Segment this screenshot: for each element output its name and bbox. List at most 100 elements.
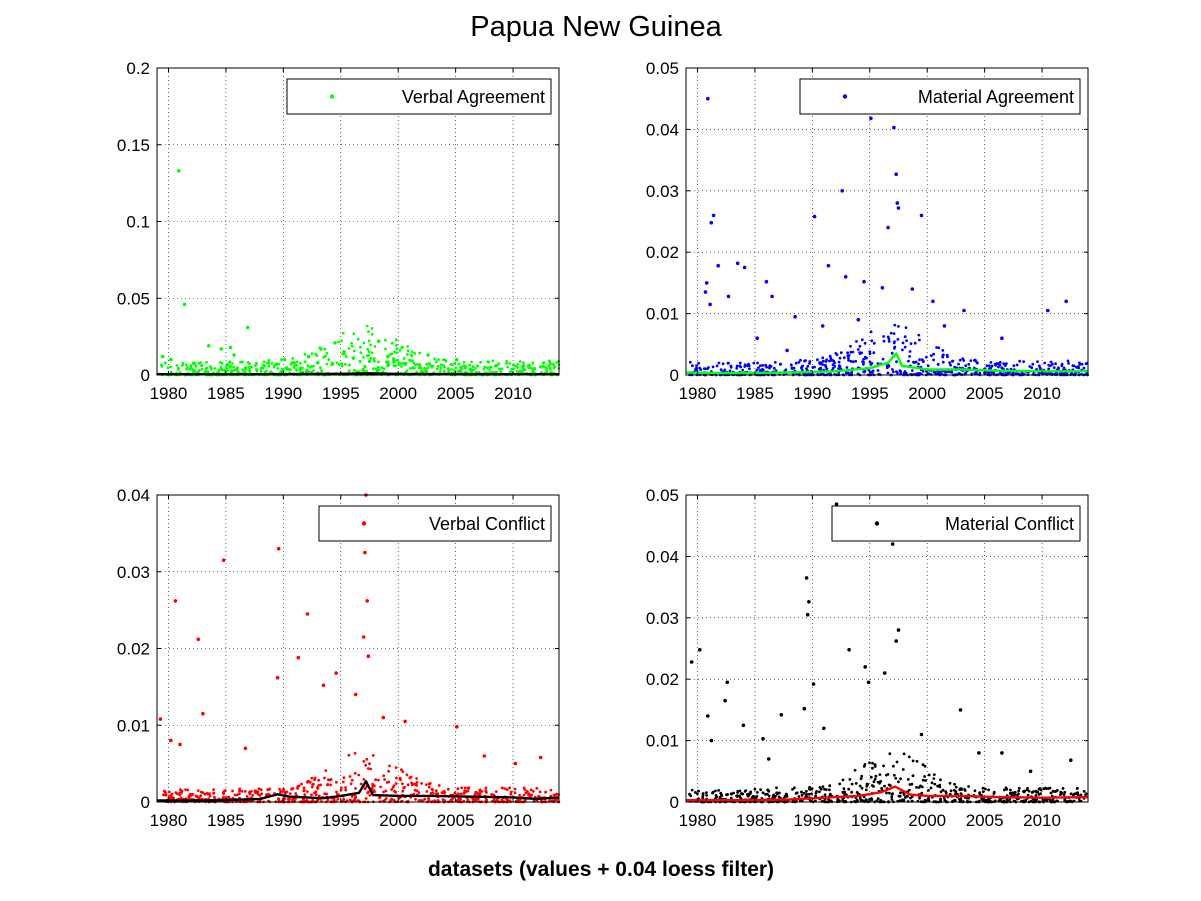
scatter-point xyxy=(184,363,188,367)
scatter-point xyxy=(279,790,283,794)
scatter-point xyxy=(175,792,179,796)
figure-title: Papua New Guinea xyxy=(470,11,722,43)
data-point xyxy=(770,294,774,299)
scatter-point xyxy=(213,795,216,799)
data-point xyxy=(455,357,459,362)
scatter-point xyxy=(753,796,757,800)
data-point xyxy=(169,738,173,743)
scatter-point xyxy=(406,349,410,353)
scatter-point xyxy=(277,797,280,801)
scatter-point xyxy=(746,794,750,798)
scatter-point xyxy=(870,339,874,343)
scatter-point xyxy=(259,366,263,370)
scatter-point xyxy=(441,798,445,801)
data-point xyxy=(931,299,935,304)
scatter-point xyxy=(918,338,921,342)
scatter-point xyxy=(978,371,982,375)
scatter-point xyxy=(416,363,420,366)
data-point xyxy=(723,698,727,703)
scatter-point xyxy=(225,366,229,370)
scatter-point xyxy=(828,792,832,796)
scatter-point xyxy=(972,366,976,370)
scatter-point xyxy=(306,364,310,368)
scatter-point xyxy=(901,798,904,802)
scatter-point xyxy=(1000,366,1004,370)
scatter-point xyxy=(516,366,519,369)
scatter-point xyxy=(533,366,536,370)
scatter-point xyxy=(545,367,548,371)
scatter-point xyxy=(1038,366,1042,370)
data-point xyxy=(342,350,347,354)
scatter-point xyxy=(355,370,358,373)
data-point xyxy=(742,265,747,270)
scatter-point xyxy=(388,764,391,768)
scatter-point xyxy=(549,788,553,792)
scatter-point xyxy=(837,360,841,364)
scatter-point xyxy=(319,366,322,370)
scatter-point xyxy=(513,791,517,795)
scatter-point xyxy=(864,788,868,792)
scatter-point xyxy=(415,777,418,780)
scatter-point xyxy=(828,359,831,363)
scatter-point xyxy=(368,793,372,797)
scatter-point xyxy=(1061,787,1065,790)
scatter-point xyxy=(327,358,331,361)
scatter-point xyxy=(190,367,194,371)
scatter-point xyxy=(738,361,742,365)
scatter-point xyxy=(886,335,890,339)
scatter-point xyxy=(313,776,317,780)
y-tick-label: 0.15 xyxy=(117,136,150,155)
scatter-point xyxy=(471,368,475,372)
scatter-point xyxy=(197,361,201,365)
x-tick-label: 2000 xyxy=(908,384,946,403)
scatter-point xyxy=(895,370,898,373)
legend-marker xyxy=(842,94,848,99)
scatter-point xyxy=(330,363,333,367)
scatter-point xyxy=(217,370,221,374)
data-point xyxy=(366,654,371,658)
y-tick-label: 0.01 xyxy=(117,716,150,735)
x-tick-label: 2010 xyxy=(494,384,532,403)
scatter-point xyxy=(382,790,385,794)
data-point xyxy=(779,713,784,717)
scatter-point xyxy=(895,360,898,364)
scatter-point xyxy=(459,368,462,372)
scatter-point xyxy=(386,360,390,363)
scatter-point xyxy=(163,361,167,365)
y-tick-label: 0.05 xyxy=(117,289,150,308)
figure-xlabel: datasets (values + 0.04 loess filter) xyxy=(428,858,774,881)
scatter-point xyxy=(288,797,291,801)
scatter-point xyxy=(1052,366,1056,369)
scatter-point xyxy=(954,785,958,789)
data-point xyxy=(793,314,797,319)
scatter-point xyxy=(325,792,328,796)
scatter-point xyxy=(383,778,386,781)
scatter-point xyxy=(430,787,434,791)
scatter-point xyxy=(435,367,439,371)
scatter-point xyxy=(868,352,872,356)
data-point xyxy=(527,365,531,370)
scatter-point xyxy=(443,791,446,795)
scatter-point xyxy=(384,789,388,793)
scatter-point xyxy=(933,782,937,786)
data-point xyxy=(243,746,248,751)
scatter-point xyxy=(805,789,808,793)
scatter-point xyxy=(880,786,884,790)
scatter-point xyxy=(279,370,283,374)
scatter-point xyxy=(943,370,947,373)
x-tick-label: 2000 xyxy=(379,811,417,830)
scatter-point xyxy=(747,364,751,368)
scatter-point xyxy=(406,783,410,787)
data-point xyxy=(869,116,873,121)
scatter-point xyxy=(186,788,190,792)
scatter-point xyxy=(871,766,874,770)
scatter-point xyxy=(1084,362,1088,366)
scatter-point xyxy=(199,790,203,794)
scatter-point xyxy=(923,798,927,802)
scatter-point xyxy=(293,361,297,364)
scatter-point xyxy=(918,358,921,362)
scatter-point xyxy=(715,364,719,368)
scatter-point xyxy=(1076,786,1079,790)
scatter-point xyxy=(459,365,463,369)
scatter-point xyxy=(800,793,804,797)
